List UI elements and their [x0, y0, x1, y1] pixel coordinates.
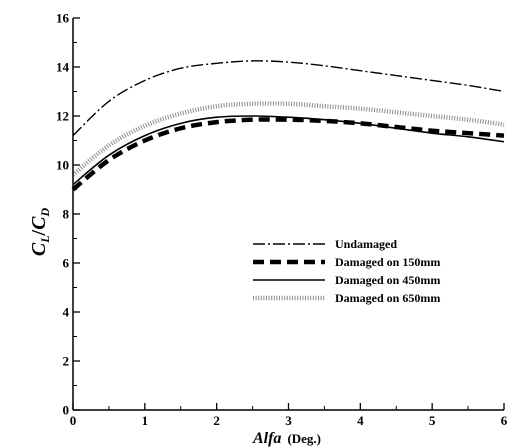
- x-axis-title: Alfa (Deg.): [252, 430, 321, 447]
- y-tick-label: 2: [63, 354, 70, 369]
- x-axis-unit: (Deg.): [287, 431, 321, 446]
- series-line-damaged-on-450mm: [72, 115, 505, 186]
- legend-item: Damaged on 450mm: [253, 273, 440, 287]
- y-tick-label: 6: [63, 256, 70, 271]
- y-tick-label: 0: [63, 403, 70, 418]
- legend-item: Damaged on 650mm: [253, 291, 440, 305]
- x-axis-label: Alfa: [252, 430, 281, 447]
- y-tick-label: 16: [56, 11, 70, 26]
- axes-layer: [72, 18, 504, 411]
- x-tick-label: 6: [501, 413, 508, 428]
- x-tick-label: 3: [285, 413, 292, 428]
- x-tick-label: 2: [213, 413, 220, 428]
- y-tick-label: 10: [56, 158, 69, 173]
- series-line-undamaged: [72, 60, 505, 137]
- y-tick-label: 8: [63, 207, 70, 222]
- y-tick-label: 14: [56, 60, 70, 75]
- legend-item: Damaged on 150mm: [253, 255, 440, 269]
- x-tick-label: 1: [142, 413, 149, 428]
- legend-label: Damaged on 150mm: [335, 255, 440, 269]
- legend-label: Damaged on 650mm: [335, 291, 440, 305]
- series-line-damaged-on-150mm: [71, 117, 505, 192]
- y-tick-label: 4: [63, 305, 70, 320]
- legend-item: Undamaged: [253, 237, 397, 251]
- x-tick-label: 5: [429, 413, 436, 428]
- legend: Undamaged Damaged on 150mm Damaged on 450m…: [253, 237, 440, 305]
- legend-label: Undamaged: [335, 237, 397, 251]
- legend-label: Damaged on 450mm: [335, 273, 440, 287]
- y-axis-title: CL/CD: [28, 208, 52, 257]
- series-layer: [71, 60, 505, 192]
- x-tick-label: 4: [357, 413, 364, 428]
- y-tick-label: 12: [56, 109, 69, 124]
- x-tick-label: 0: [70, 413, 77, 428]
